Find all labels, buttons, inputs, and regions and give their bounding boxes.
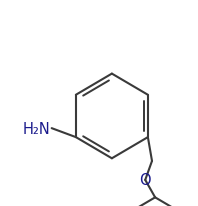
- Text: H₂N: H₂N: [23, 121, 51, 136]
- Text: O: O: [139, 173, 151, 187]
